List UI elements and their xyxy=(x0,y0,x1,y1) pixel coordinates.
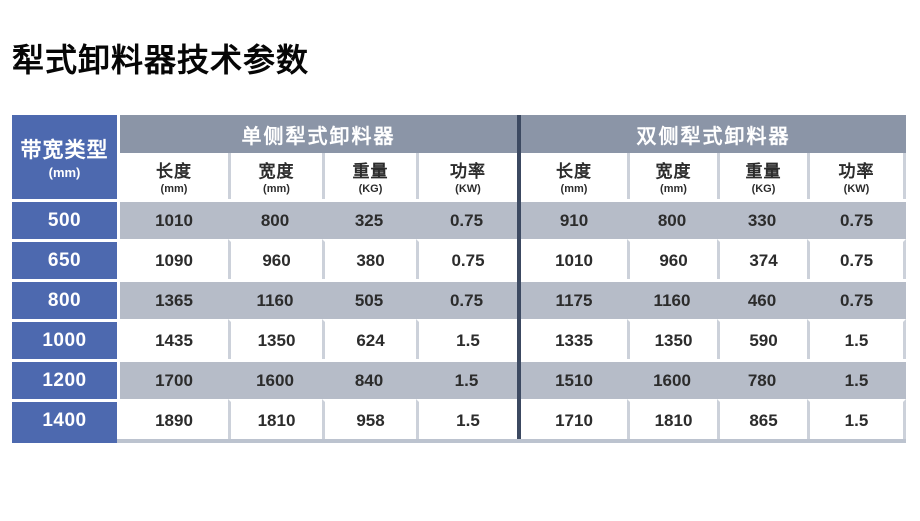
value-cell: 1160 xyxy=(627,279,717,319)
value-cell: 1510 xyxy=(521,359,627,399)
col-label: 功率 xyxy=(450,162,486,181)
band-cell: 800 xyxy=(12,279,117,319)
value-cell: 800 xyxy=(228,199,322,239)
band-cell: 1200 xyxy=(12,359,117,399)
value-cell: 1350 xyxy=(627,319,717,359)
value-cell: 330 xyxy=(717,199,807,239)
band-cell: 650 xyxy=(12,239,117,279)
table-bottom-border xyxy=(117,439,906,443)
value-cell: 0.75 xyxy=(416,199,517,239)
value-cell: 325 xyxy=(322,199,416,239)
value-cell: 1.5 xyxy=(416,399,517,439)
col-unit: (KG) xyxy=(751,183,776,195)
col-header-double-weight: 重量 (KG) xyxy=(717,153,807,199)
value-cell: 1810 xyxy=(627,399,717,439)
value-cell: 960 xyxy=(228,239,322,279)
value-cell: 1090 xyxy=(120,239,228,279)
value-cell: 960 xyxy=(627,239,717,279)
page: 犁式卸料器技术参数 带宽类型 (mm) 单侧犁式卸料器 双侧犁式卸料器 长度 (… xyxy=(0,42,920,443)
col-header-double-power: 功率 (KW) xyxy=(807,153,906,199)
value-cell: 910 xyxy=(521,199,627,239)
col-label: 功率 xyxy=(838,162,875,181)
value-cell: 1365 xyxy=(120,279,228,319)
col-label: 宽度 xyxy=(258,162,295,181)
col-unit: (KG) xyxy=(358,183,383,195)
col-unit: (KW) xyxy=(843,183,870,195)
value-cell: 1435 xyxy=(120,319,228,359)
section-divider xyxy=(517,115,521,439)
value-cell: 1.5 xyxy=(807,319,906,359)
col-header-single-length: 长度 (mm) xyxy=(120,153,228,199)
col-header-double-length: 长度 (mm) xyxy=(521,153,627,199)
col-label: 宽度 xyxy=(655,162,692,181)
band-type-label: 带宽类型 xyxy=(20,139,109,162)
value-cell: 800 xyxy=(627,199,717,239)
value-cell: 374 xyxy=(717,239,807,279)
value-cell: 624 xyxy=(322,319,416,359)
col-unit: (mm) xyxy=(160,183,188,195)
spec-table: 带宽类型 (mm) 单侧犁式卸料器 双侧犁式卸料器 长度 (mm) 宽度 (mm… xyxy=(12,115,906,443)
col-header-double-width: 宽度 (mm) xyxy=(627,153,717,199)
value-cell: 1010 xyxy=(521,239,627,279)
col-unit: (mm) xyxy=(263,183,290,195)
value-cell: 0.75 xyxy=(416,239,517,279)
value-cell: 958 xyxy=(322,399,416,439)
value-cell: 1.5 xyxy=(807,359,906,399)
value-cell: 1350 xyxy=(228,319,322,359)
band-cell: 1000 xyxy=(12,319,117,359)
band-type-unit: (mm) xyxy=(48,165,81,180)
value-cell: 380 xyxy=(322,239,416,279)
value-cell: 590 xyxy=(717,319,807,359)
table-bottom-blue xyxy=(12,439,117,443)
value-cell: 1010 xyxy=(120,199,228,239)
value-cell: 1890 xyxy=(120,399,228,439)
value-cell: 505 xyxy=(322,279,416,319)
value-cell: 1175 xyxy=(521,279,627,319)
section-header-double: 双侧犁式卸料器 xyxy=(521,115,906,153)
value-cell: 0.75 xyxy=(807,239,906,279)
band-cell: 500 xyxy=(12,199,117,239)
section-header-single: 单侧犁式卸料器 xyxy=(120,115,517,153)
page-title: 犁式卸料器技术参数 xyxy=(12,42,310,78)
value-cell: 1160 xyxy=(228,279,322,319)
col-unit: (mm) xyxy=(560,183,588,195)
col-label: 重量 xyxy=(352,162,389,181)
col-header-single-power: 功率 (KW) xyxy=(416,153,517,199)
value-cell: 1710 xyxy=(521,399,627,439)
value-cell: 865 xyxy=(717,399,807,439)
col-header-single-weight: 重量 (KG) xyxy=(322,153,416,199)
value-cell: 840 xyxy=(322,359,416,399)
value-cell: 1810 xyxy=(228,399,322,439)
value-cell: 460 xyxy=(717,279,807,319)
value-cell: 0.75 xyxy=(807,279,906,319)
col-label: 长度 xyxy=(156,162,192,181)
col-label: 长度 xyxy=(556,162,592,181)
value-cell: 1335 xyxy=(521,319,627,359)
value-cell: 1.5 xyxy=(416,359,517,399)
value-cell: 1600 xyxy=(627,359,717,399)
value-cell: 1.5 xyxy=(416,319,517,359)
value-cell: 780 xyxy=(717,359,807,399)
band-type-header: 带宽类型 (mm) xyxy=(12,115,117,199)
band-cell: 1400 xyxy=(12,399,117,439)
value-cell: 1.5 xyxy=(807,399,906,439)
col-unit: (KW) xyxy=(455,183,481,195)
value-cell: 1700 xyxy=(120,359,228,399)
value-cell: 0.75 xyxy=(807,199,906,239)
value-cell: 0.75 xyxy=(416,279,517,319)
col-header-single-width: 宽度 (mm) xyxy=(228,153,322,199)
value-cell: 1600 xyxy=(228,359,322,399)
col-label: 重量 xyxy=(745,162,782,181)
col-unit: (mm) xyxy=(660,183,687,195)
